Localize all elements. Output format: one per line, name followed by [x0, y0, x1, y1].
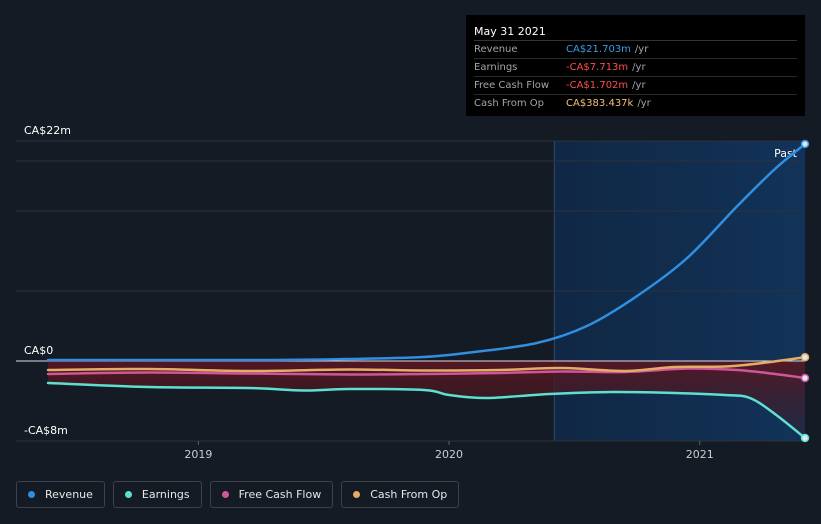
tooltip-label: Free Cash Flow — [474, 80, 550, 91]
tooltip-value: -CA$1.702m — [566, 80, 629, 91]
series-end-point-free-cash-flow — [800, 373, 810, 383]
legend-label: Cash From Op — [370, 488, 448, 501]
series-end-point-earnings — [800, 433, 810, 443]
legend-label: Revenue — [45, 488, 93, 501]
legend-dot-icon — [28, 491, 35, 498]
series-end-point-cash-from-op — [800, 352, 810, 362]
tooltip-label: Revenue — [474, 44, 518, 55]
y-axis-label: -CA$8m — [24, 424, 68, 437]
tooltip-value: -CA$7.713m — [566, 62, 629, 73]
tooltip-value: CA$21.703m — [566, 44, 631, 55]
x-axis-label: 2019 — [184, 448, 212, 461]
tooltip-unit: /yr — [632, 62, 646, 73]
tooltip-row-cash-from-op: Cash From Op CA$383.437k /yr — [474, 95, 797, 112]
series-line-cash-from-op — [46, 355, 807, 373]
series-end-point-revenue — [800, 139, 810, 149]
chart-area: CA$22m CA$0 -CA$8m 2019 2020 2021 Past — [16, 124, 810, 461]
legend-item-earnings[interactable]: Earnings — [112, 481, 202, 508]
y-axis-label: CA$0 — [24, 344, 53, 357]
x-axis-label: 2020 — [435, 448, 463, 461]
tooltip-row-earnings: Earnings -CA$7.713m /yr — [474, 59, 797, 77]
tooltip-unit: /yr — [637, 98, 651, 109]
series-line-free-cash-flow — [46, 367, 807, 380]
chart-legend: Revenue Earnings Free Cash Flow Cash Fro… — [16, 481, 460, 508]
tooltip-unit: /yr — [632, 80, 646, 91]
tooltip-label: Cash From Op — [474, 98, 545, 109]
series-line-earnings — [46, 381, 807, 440]
tooltip-value: CA$383.437k — [566, 98, 634, 109]
legend-dot-icon — [221, 491, 229, 498]
y-axis-label: CA$22m — [24, 124, 71, 137]
data-tooltip: May 31 2021 Revenue CA$21.703m /yr Earni… — [466, 15, 805, 116]
legend-dot-icon — [353, 491, 361, 498]
tooltip-row-free-cash-flow: Free Cash Flow -CA$1.702m /yr — [474, 77, 797, 95]
legend-item-cash-from-op[interactable]: Cash From Op — [341, 481, 460, 508]
tooltip-date: May 31 2021 — [474, 23, 797, 41]
legend-label: Free Cash Flow — [238, 488, 322, 501]
legend-label: Earnings — [141, 488, 190, 501]
x-axis-label: 2021 — [686, 448, 714, 461]
legend-item-revenue[interactable]: Revenue — [16, 481, 105, 508]
tooltip-row-revenue: Revenue CA$21.703m /yr — [474, 41, 797, 59]
past-label: Past — [774, 147, 798, 160]
tooltip-unit: /yr — [634, 44, 649, 55]
legend-dot-icon — [124, 491, 132, 498]
tooltip-label: Earnings — [474, 62, 518, 73]
legend-item-free-cash-flow[interactable]: Free Cash Flow — [209, 481, 334, 508]
series-line-revenue — [46, 142, 807, 362]
loss-area — [48, 361, 805, 438]
